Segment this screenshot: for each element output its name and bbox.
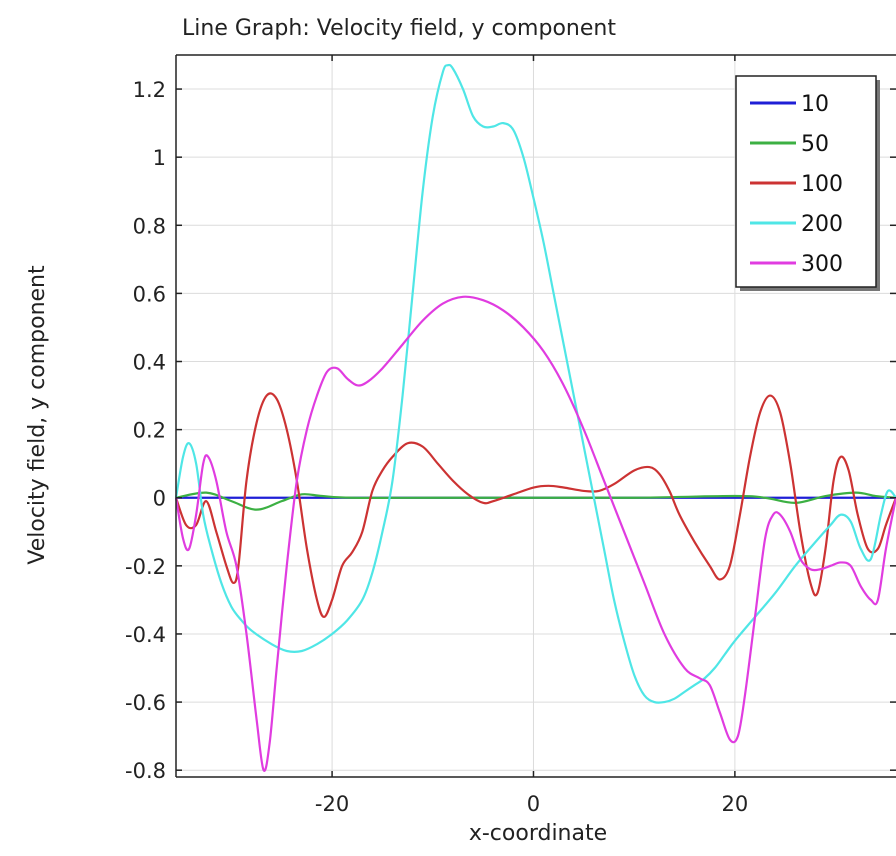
y-tick-label: 0.8	[133, 214, 166, 238]
x-tick-label: 0	[527, 792, 540, 816]
series-line-300	[174, 295, 896, 772]
y-tick-label: -0.4	[125, 623, 166, 647]
y-tick-label: 0.2	[133, 419, 166, 443]
y-tick-label: 1.2	[133, 78, 166, 102]
legend-label-300: 300	[801, 252, 843, 277]
chart-title: Line Graph: Velocity field, y component	[182, 16, 616, 41]
y-tick-label: -0.2	[125, 555, 166, 579]
legend-label-10: 10	[801, 92, 829, 117]
ticks: -20 0 20 -0.8 -0.6 -0.4 -0.2 0 0.2 0.4 0.6 0.8 1 1.2	[125, 55, 896, 816]
legend-label-200: 200	[801, 212, 843, 237]
y-tick-label: 0	[153, 487, 166, 511]
legend: 10 50 100 200 300	[735, 75, 880, 291]
legend-label-50: 50	[801, 132, 829, 157]
series-line-100	[174, 392, 896, 619]
x-tick-label: -20	[315, 792, 349, 816]
axes	[175, 54, 896, 778]
y-axis-title: Velocity field, y component	[25, 265, 50, 565]
x-tick-label: 20	[722, 792, 749, 816]
y-tick-label: -0.6	[125, 691, 166, 715]
series-layer	[174, 63, 896, 772]
y-tick-label: 1	[153, 146, 166, 170]
y-tick-label: 0.6	[133, 282, 166, 306]
legend-label-100: 100	[801, 172, 843, 197]
y-tick-label: -0.8	[125, 759, 166, 783]
y-tick-label: 0.4	[133, 351, 166, 375]
x-axis-title: x-coordinate	[469, 821, 607, 846]
